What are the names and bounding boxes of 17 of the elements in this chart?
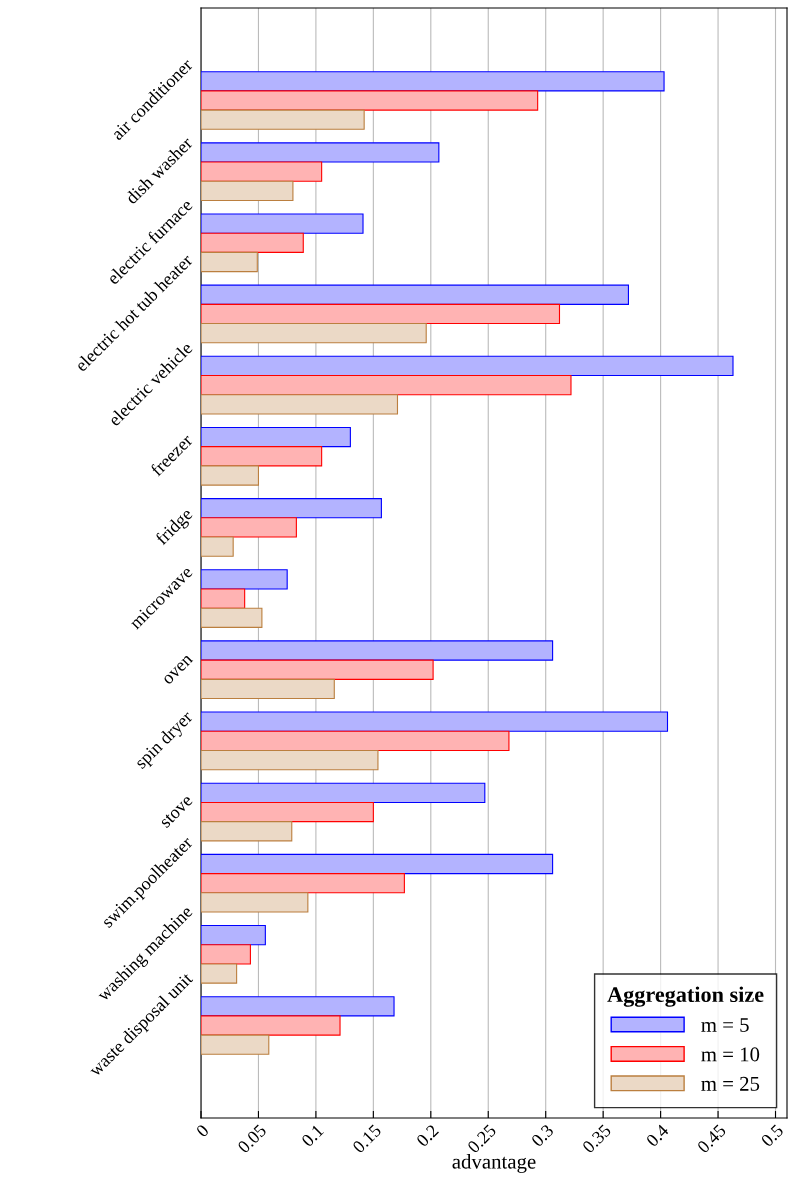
x-axis-title: advantage — [452, 1154, 536, 1173]
x-tick-label: 0.45 — [696, 1123, 727, 1154]
y-tick-label: oven — [163, 654, 194, 685]
x-tick-label: 0 — [195, 1123, 210, 1138]
x-tick-label: 0.35 — [581, 1123, 612, 1154]
x-tick-label: 0.15 — [351, 1123, 382, 1154]
x-tick-label: 0.4 — [645, 1123, 670, 1148]
x-tick-label: 0.1 — [300, 1124, 325, 1148]
legend-title: Aggregation size — [607, 986, 764, 1007]
legend-label: m = 25 — [701, 1076, 760, 1091]
x-tick-label: 0.2 — [415, 1123, 440, 1148]
x-tick-label: 0.3 — [530, 1123, 555, 1148]
legend-label: m = 10 — [701, 1047, 760, 1062]
x-tick-label: 0.25 — [466, 1123, 497, 1154]
legend-label: m = 5 — [701, 1018, 749, 1032]
x-tick-label: 0.05 — [236, 1123, 267, 1154]
x-tick-label: 0.5 — [760, 1123, 785, 1148]
